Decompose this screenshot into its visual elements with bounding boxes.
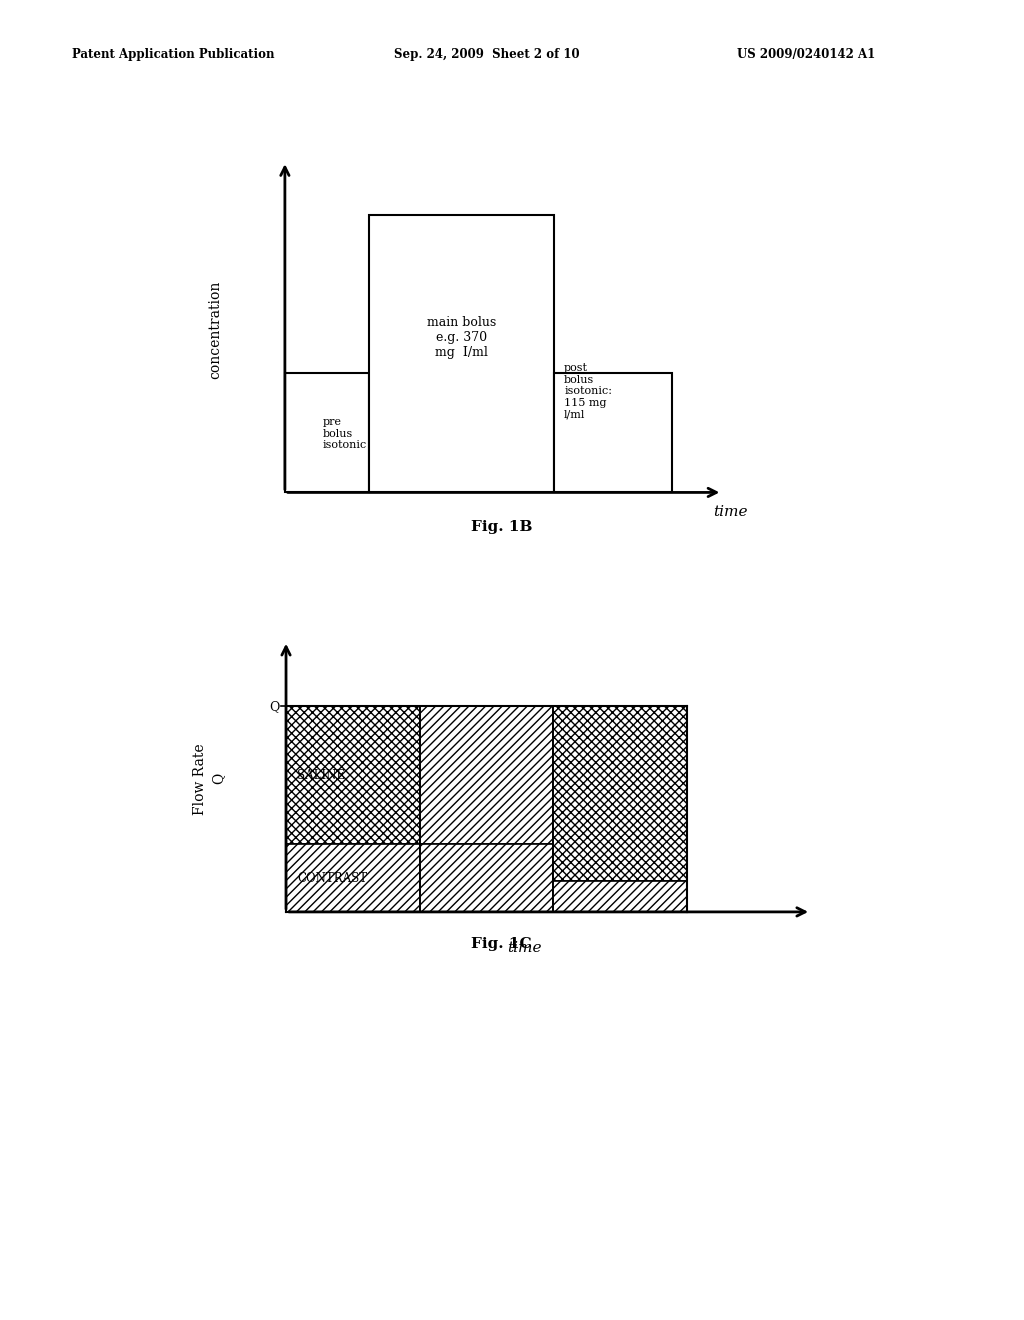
Text: Sep. 24, 2009  Sheet 2 of 10: Sep. 24, 2009 Sheet 2 of 10 — [394, 48, 580, 61]
Text: time: time — [714, 506, 748, 519]
Bar — [420, 706, 553, 845]
Text: US 2009/0240142 A1: US 2009/0240142 A1 — [737, 48, 876, 61]
Text: SALINE: SALINE — [298, 768, 345, 781]
Bar — [553, 882, 687, 912]
Text: CONTRAST: CONTRAST — [298, 871, 368, 884]
Text: pre
bolus
isotonic: pre bolus isotonic — [323, 417, 367, 450]
Bar — [554, 372, 672, 492]
Text: Fig. 1C: Fig. 1C — [471, 937, 532, 950]
Text: concentration: concentration — [208, 281, 222, 379]
Text: main bolus
e.g. 370
mg  I/ml: main bolus e.g. 370 mg I/ml — [427, 317, 497, 359]
Bar — [286, 845, 420, 912]
Text: Q: Q — [269, 700, 280, 713]
Bar — [420, 845, 553, 912]
Bar — [553, 706, 687, 882]
Bar — [369, 215, 554, 492]
Text: Patent Application Publication: Patent Application Publication — [72, 48, 274, 61]
Text: post
bolus
isotonic:
115 mg
l/ml: post bolus isotonic: 115 mg l/ml — [564, 363, 612, 420]
Text: Flow Rate
Q: Flow Rate Q — [193, 743, 225, 814]
Bar — [285, 372, 369, 492]
Text: time: time — [508, 941, 542, 954]
Bar — [286, 706, 420, 845]
Text: Fig. 1B: Fig. 1B — [471, 520, 532, 533]
